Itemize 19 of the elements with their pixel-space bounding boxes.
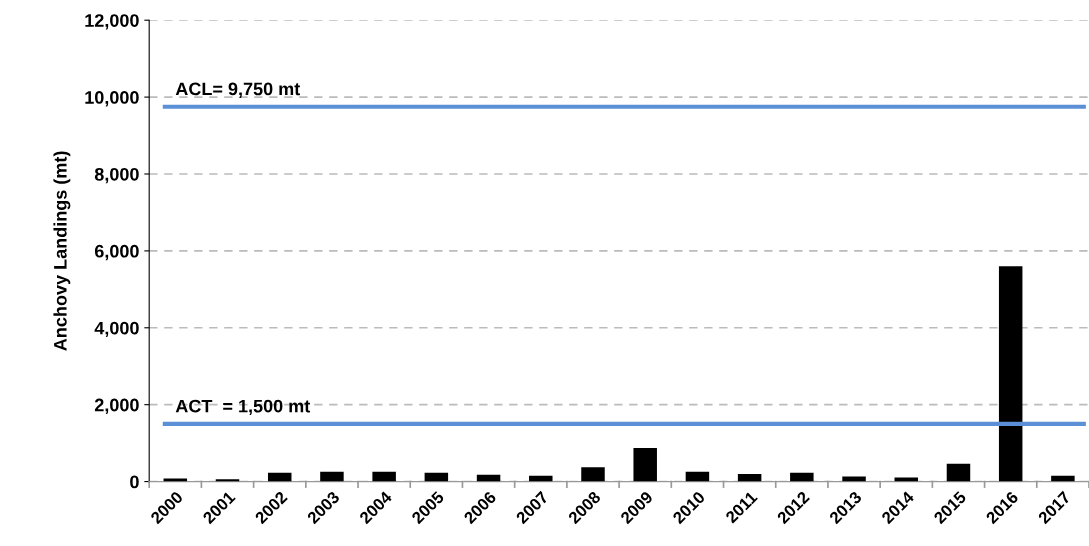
y-tick-label: 12,000 [85,14,139,30]
y-tick-label: 8,000 [94,167,139,184]
bar [998,266,1023,482]
ref-line-label: ACL= 9,750 mt [175,82,301,98]
bar [320,471,344,482]
bar [163,478,188,482]
bar [372,471,396,482]
bar [946,463,971,482]
bar [685,471,710,482]
bar [790,472,814,482]
y-tick-label: 4,000 [94,321,139,338]
y-tick-label: 10,000 [85,91,139,107]
y-tick-label: 6,000 [94,244,139,261]
y-tick-label: 2,000 [94,398,139,415]
bar [633,448,657,482]
y-tick-label: 0 [130,475,139,489]
ref-line-label: ACT = 1,500 mt [175,399,311,416]
bar [581,467,605,482]
y-axis-title: Anchovy Landings (mt) [53,151,71,351]
